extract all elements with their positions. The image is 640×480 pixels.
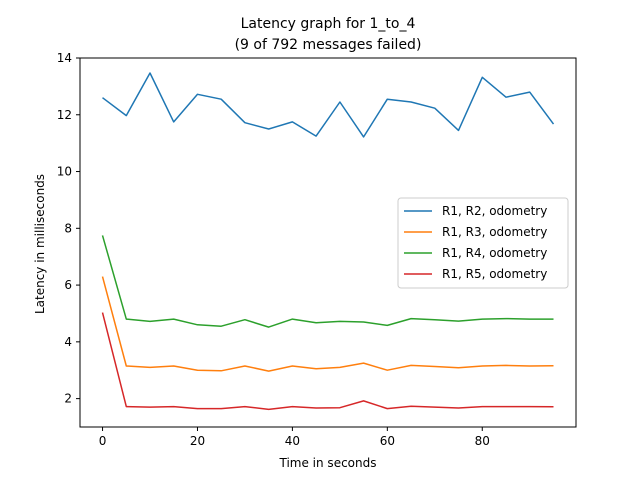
y-tick-label: 6 bbox=[64, 278, 72, 292]
series-line-4 bbox=[101, 312, 554, 411]
series-line-1 bbox=[102, 72, 555, 138]
series-layer bbox=[101, 72, 555, 411]
legend-box bbox=[397, 197, 569, 289]
y-axis: 2 4 6 8 10 12 14 bbox=[57, 51, 80, 406]
y-tick-label: 2 bbox=[64, 392, 72, 406]
legend: R1, R2, odometry R1, R3, odometry R1, R4, … bbox=[397, 197, 569, 289]
y-tick-label: 10 bbox=[57, 165, 72, 179]
plot-frame bbox=[79, 57, 577, 428]
chart-subtitle: (9 of 792 messages failed) bbox=[235, 37, 422, 53]
x-tick-label: 0 bbox=[99, 434, 107, 448]
series-line-2 bbox=[101, 276, 554, 372]
series-line-3 bbox=[101, 235, 554, 328]
legend-label-2: R1, R3, odometry bbox=[442, 225, 547, 239]
legend-label-3: R1, R4, odometry bbox=[442, 246, 547, 260]
y-tick-label: 14 bbox=[57, 51, 72, 65]
x-axis: 0 20 40 60 80 bbox=[99, 427, 490, 448]
legend-label-4: R1, R5, odometry bbox=[442, 267, 547, 281]
x-tick-label: 40 bbox=[285, 434, 300, 448]
x-tick-label: 20 bbox=[190, 434, 205, 448]
x-tick-label: 80 bbox=[475, 434, 490, 448]
x-tick-label: 60 bbox=[380, 434, 395, 448]
legend-label-1: R1, R2, odometry bbox=[442, 204, 547, 218]
chart-title: Latency graph for 1_to_4 bbox=[241, 16, 416, 32]
y-tick-label: 4 bbox=[64, 335, 72, 349]
x-axis-label: Time in seconds bbox=[279, 456, 377, 470]
y-tick-label: 8 bbox=[64, 221, 72, 235]
y-axis-label: Latency in milliseconds bbox=[33, 174, 47, 314]
y-tick-label: 12 bbox=[57, 108, 72, 122]
